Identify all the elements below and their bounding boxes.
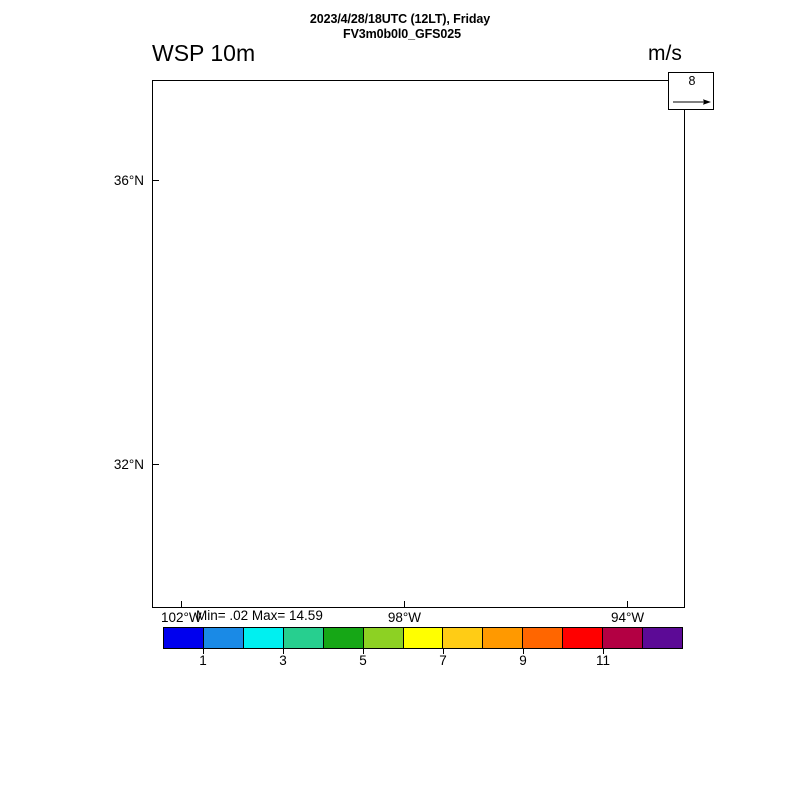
- reference-vector-value: 8: [688, 74, 696, 88]
- colorbar-cell: [443, 628, 484, 648]
- colorbar[interactable]: [163, 627, 683, 649]
- colorbar-tick-label: 11: [595, 653, 610, 668]
- lat-label-32N: 32°N: [113, 456, 144, 472]
- colorbar-cell: [643, 628, 682, 648]
- colorbar-cell: [323, 628, 364, 648]
- lat-label-36N: 36°N: [113, 172, 144, 188]
- map-plot-area[interactable]: [152, 80, 685, 608]
- lon-tick: [180, 601, 182, 608]
- colorbar-tick-label: 3: [279, 653, 287, 668]
- colorbar-cell: [283, 628, 324, 648]
- colorbar-tick-label: 5: [359, 653, 367, 668]
- lon-label-98W: 98°W: [387, 610, 422, 625]
- colorbar-tick-label: 1: [199, 653, 207, 668]
- title-model-id: FV3m0b0l0_GFS025: [343, 26, 461, 41]
- colorbar-cell: [243, 628, 284, 648]
- colorbar-cell: [203, 628, 244, 648]
- colorbar-tick-label: 7: [439, 653, 447, 668]
- colorbar-cell: [483, 628, 524, 648]
- wind-vectors: [153, 81, 683, 606]
- lat-tick: [152, 463, 159, 466]
- colorbar-tick: [603, 649, 605, 654]
- title-datetime: 2023/4/28/18UTC (12LT), Friday: [309, 12, 491, 26]
- colorbar-tick: [203, 649, 205, 654]
- reference-vector-key: 8: [668, 72, 714, 110]
- lon-tick: [626, 601, 629, 608]
- colorbar-tick-label: 9: [519, 653, 527, 668]
- chart-title: 2023/4/28/18UTC (12LT), Friday FV3m0b0l0…: [0, 12, 800, 41]
- colorbar-cell: [523, 628, 564, 648]
- lon-tick: [403, 601, 406, 608]
- colorbar-cell: [403, 628, 444, 648]
- colorbar-cell: [164, 628, 204, 648]
- lon-label-94W: 94°W: [611, 610, 645, 625]
- colorbar-tick: [523, 649, 525, 654]
- lat-tick: [152, 180, 159, 182]
- colorbar-cell: [363, 628, 404, 648]
- colorbar-tick: [363, 649, 365, 654]
- colorbar-cell: [563, 628, 604, 648]
- colorbar-cell: [603, 628, 644, 648]
- variable-label: WSP 10m: [152, 40, 256, 66]
- colorbar-tick: [443, 649, 445, 654]
- colorbar-tick: [283, 649, 285, 654]
- right-arrow-icon: [673, 99, 711, 105]
- minmax-stats: Min= .02 Max= 14.59: [196, 608, 323, 623]
- lon-label-102W: 102°W: [160, 610, 202, 625]
- unit-label: m/s: [648, 42, 682, 65]
- colorbar-ticks: 1 3 5 7 9 11: [163, 649, 683, 668]
